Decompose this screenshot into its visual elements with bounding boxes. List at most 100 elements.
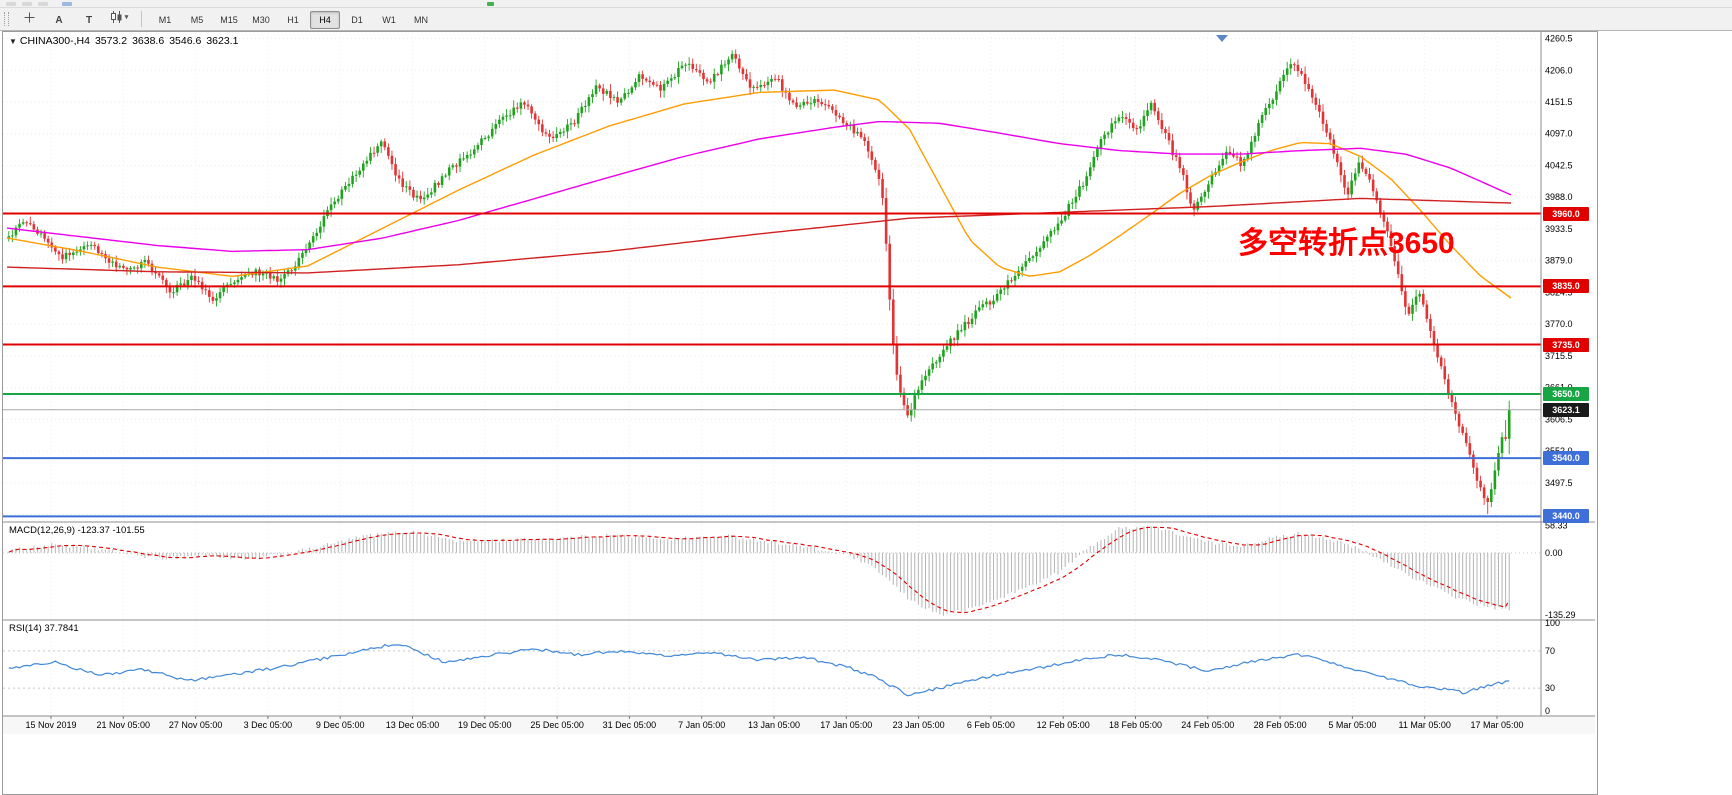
- price-tick-label: 4260.5: [1545, 34, 1573, 44]
- time-axis-label: 24 Feb 05:00: [1181, 720, 1234, 730]
- time-axis-label: 12 Feb 05:00: [1037, 720, 1090, 730]
- clipped-toolbar-icon: [38, 2, 48, 6]
- time-axis-label: 17 Jan 05:00: [820, 720, 872, 730]
- time-axis-label: 19 Dec 05:00: [458, 720, 512, 730]
- text-label-tool-button[interactable]: A: [45, 11, 73, 31]
- candlestick-chart-icon: [110, 11, 122, 24]
- ohlc-close: 3623.1: [206, 35, 239, 47]
- chart-window: 4260.5 4206.0 4151.5 4097.0 4042.5 3988.0 3933…: [2, 31, 1598, 795]
- timeframe-m5-button[interactable]: M5: [190, 14, 204, 25]
- price-tick-label: 3879.0: [1545, 256, 1573, 266]
- rsi-tick-label: 0: [1545, 706, 1550, 716]
- ohlc-low: 3546.6: [169, 35, 202, 47]
- macd-tick-label: -135.29: [1545, 610, 1576, 620]
- time-axis-label: 13 Dec 05:00: [386, 720, 440, 730]
- timeframe-m15-button[interactable]: M15: [220, 14, 238, 25]
- time-axis-label: 6 Feb 05:00: [967, 720, 1015, 730]
- rsi-indicator-label: RSI(14) 37.7841: [9, 623, 79, 634]
- time-axis-label: 15 Nov 2019: [25, 720, 76, 730]
- text-label-tool-label: A: [55, 15, 63, 27]
- crosshair-icon: [24, 12, 34, 23]
- time-axis-label: 27 Nov 05:00: [169, 720, 223, 730]
- drawing-tools-group: A T ▾: [14, 7, 134, 31]
- price-level-badge: 3735.0: [1543, 338, 1589, 352]
- clipped-toolbar-icon: [6, 2, 16, 6]
- price-tick-label: 3606.5: [1545, 414, 1573, 424]
- timeframe-buttons-group: M1 M5 M15 M30 H1 H4 D1 W1 MN: [149, 10, 437, 29]
- timeframe-h4-button[interactable]: H4: [310, 10, 340, 29]
- price-tick-label: 3715.5: [1545, 351, 1573, 361]
- price-tick-label: 4097.0: [1545, 129, 1573, 139]
- price-tick-label: 4151.5: [1545, 97, 1573, 107]
- timeframe-mn-button[interactable]: MN: [414, 14, 428, 25]
- time-axis-label: 11 Mar 05:00: [1399, 720, 1451, 730]
- dropdown-arrow-icon: ▾: [124, 14, 129, 22]
- price-tick-label: 4042.5: [1545, 160, 1573, 170]
- time-axis-label: 9 Dec 05:00: [316, 720, 365, 730]
- rsi-tick-label: 100: [1545, 618, 1560, 628]
- grid-layer: [3, 33, 1595, 734]
- price-tick-label: 3988.0: [1545, 192, 1573, 202]
- ma-mid-line: [6, 120, 1512, 253]
- price-tick-label: 3933.5: [1545, 224, 1573, 234]
- toolbar: A T ▾ M1 M5 M15 M30 H1 H4 D1 W1 MN: [0, 0, 1732, 31]
- time-axis-label: 3 Dec 05:00: [244, 720, 293, 730]
- timeframe-m30-button[interactable]: M30: [252, 14, 270, 25]
- clipped-toolbar-icon: [62, 2, 72, 6]
- chart-annotation-text: 多空转折点3650: [1238, 227, 1455, 260]
- timeframe-h1-button[interactable]: H1: [287, 14, 299, 25]
- ohlc-high: 3638.6: [132, 35, 165, 47]
- current-price-badge: 3623.1: [1543, 403, 1589, 417]
- timeframe-w1-button[interactable]: W1: [382, 14, 396, 25]
- timeframe-m1-button[interactable]: M1: [158, 14, 172, 25]
- price-level-badge: 3835.0: [1543, 279, 1589, 293]
- time-axis-label: 18 Feb 05:00: [1109, 720, 1162, 730]
- shift-marker-icon: [1216, 35, 1228, 42]
- rsi-tick-label: 30: [1545, 683, 1555, 693]
- rsi-line: [8, 643, 1510, 697]
- time-axis-label: 7 Jan 05:00: [678, 720, 725, 730]
- ma-slow-line: [6, 197, 1512, 274]
- clipped-toolbar-icon: [22, 2, 32, 6]
- crosshair-tool-button[interactable]: [15, 8, 43, 28]
- ohlc-open: 3573.2: [94, 35, 128, 47]
- price-tick-label: 3497.5: [1545, 478, 1573, 488]
- chart-symbol-period: CHINA300-,H4: [19, 35, 90, 47]
- chart-title: ▼ CHINA300-,H4 3573.2 3638.6 3546.6 3623.1: [9, 35, 238, 47]
- symbol-dropdown-icon[interactable]: ▼: [9, 37, 17, 46]
- text-tool-button[interactable]: T: [75, 11, 103, 31]
- price-tick-label: 3770.0: [1545, 319, 1573, 329]
- price-tick-label: 4206.0: [1545, 65, 1573, 75]
- price-badges-column: 3960.0 3835.0 3735.0 3650.0 3540.0 3440.0 3623…: [1543, 32, 1593, 794]
- rsi-tick-label: 70: [1545, 646, 1555, 656]
- price-chart-canvas[interactable]: 4260.5 4206.0 4151.5 4097.0 4042.5 3988.0 3933…: [3, 32, 1595, 792]
- toolbar-separator: [141, 11, 142, 27]
- time-axis-label: 17 Mar 05:00: [1470, 720, 1523, 730]
- price-level-badge: 3440.0: [1543, 509, 1589, 523]
- macd-tick-label: 0.00: [1545, 548, 1563, 558]
- time-axis-label: 31 Dec 05:00: [603, 720, 657, 730]
- time-axis-label: 21 Nov 05:00: [97, 720, 151, 730]
- timeframe-d1-button[interactable]: D1: [351, 14, 363, 25]
- rsi-panel: [3, 643, 1541, 697]
- text-tool-label: T: [85, 15, 93, 27]
- time-axis-label: 25 Dec 05:00: [530, 720, 584, 730]
- macd-indicator-label: MACD(12,26,9) -123.37 -101.55: [9, 525, 145, 536]
- chart-type-tool-button[interactable]: ▾: [105, 7, 133, 27]
- price-level-badge: 3960.0: [1543, 207, 1589, 221]
- toolbar-row-clipped: [0, 0, 1732, 8]
- ma-fast-line: [6, 89, 1512, 299]
- price-level-badge: 3650.0: [1543, 387, 1589, 401]
- time-axis-label: 13 Jan 05:00: [748, 720, 800, 730]
- toolbar-gripper[interactable]: [4, 12, 9, 26]
- candles-layer: [7, 49, 1511, 515]
- time-axis-label: 5 Mar 05:00: [1328, 720, 1376, 730]
- macd-panel: [3, 525, 1541, 616]
- macd-signal-line: [8, 526, 1510, 614]
- clipped-toolbar-icon: [487, 2, 494, 6]
- toolbar-row: A T ▾ M1 M5 M15 M30 H1 H4 D1 W1 MN: [0, 8, 1732, 30]
- macd-tick-label: 58.33: [1545, 521, 1568, 531]
- time-axis-label: 23 Jan 05:00: [893, 720, 945, 730]
- time-axis-label: 28 Feb 05:00: [1254, 720, 1307, 730]
- price-level-badge: 3540.0: [1543, 451, 1589, 465]
